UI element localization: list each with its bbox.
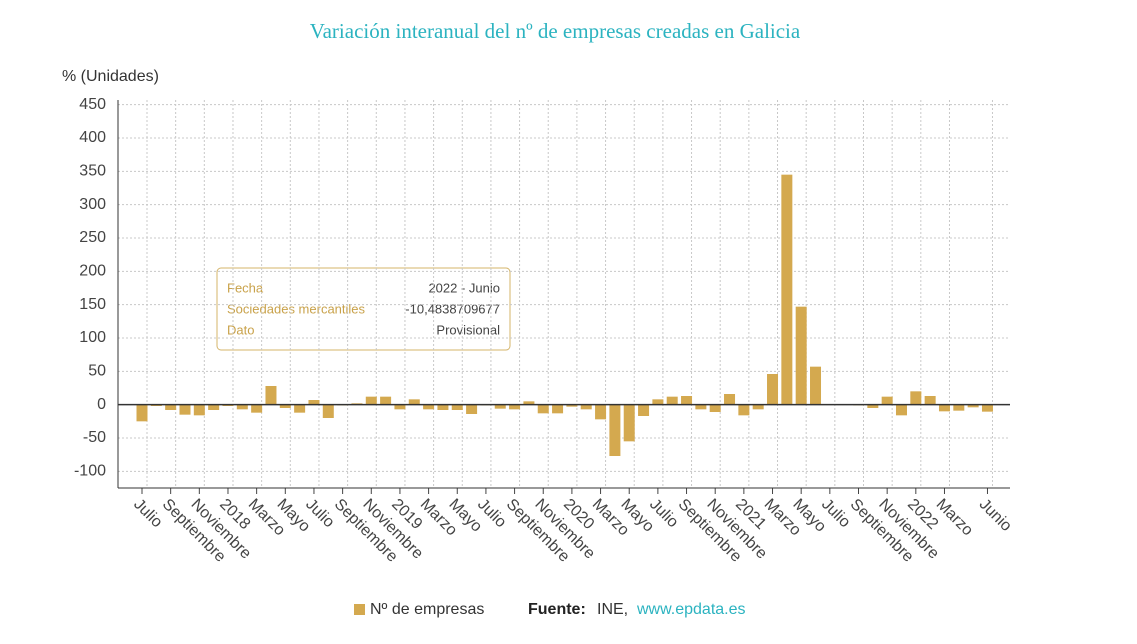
bar [566, 404, 578, 407]
bar [251, 404, 263, 413]
tooltip-key: Dato [227, 322, 254, 337]
y-tick-label: 0 [97, 396, 106, 413]
bar [265, 386, 277, 405]
bar [523, 401, 535, 405]
y-tick-label: -100 [74, 463, 106, 480]
x-tick-label: Junio [976, 496, 1015, 535]
bar [881, 396, 893, 405]
bar [394, 404, 406, 410]
bar [308, 400, 320, 405]
bar [236, 404, 248, 410]
bar [165, 404, 177, 410]
bar [967, 404, 979, 408]
tooltip-key: Fecha [227, 280, 264, 295]
bar [638, 404, 650, 416]
bar [609, 404, 621, 456]
y-tick-label: 400 [79, 129, 106, 146]
bar [895, 404, 907, 416]
bar [681, 396, 693, 405]
y-tick-label: 200 [79, 263, 106, 280]
bar [552, 404, 564, 414]
bar [867, 404, 879, 408]
bar [365, 396, 377, 405]
bar [437, 404, 449, 410]
bar [537, 404, 549, 414]
bar [193, 404, 205, 416]
source-text: INE, [597, 601, 628, 618]
chart-title: Variación interanual del nº de empresas … [310, 19, 801, 43]
bar [810, 366, 822, 405]
bar [724, 394, 736, 405]
bar [595, 404, 607, 420]
bar [322, 404, 334, 418]
source-link[interactable]: www.epdata.es [636, 601, 746, 618]
bar [695, 404, 707, 410]
bar [938, 404, 950, 412]
tooltip-value: 2022 - Junio [428, 280, 500, 295]
bar [924, 396, 936, 405]
bar [781, 174, 793, 405]
tooltip-key: Sociedades mercantiles [227, 301, 366, 316]
bar [408, 399, 420, 405]
x-tick-label: Julio [130, 496, 165, 531]
bar [752, 404, 764, 410]
y-tick-label: 300 [79, 196, 106, 213]
bar [380, 396, 392, 405]
bar [279, 404, 291, 408]
y-axis-label: % (Unidades) [62, 68, 159, 85]
bar [136, 404, 148, 422]
bar [767, 374, 779, 405]
bar [179, 404, 191, 415]
bar [208, 404, 220, 410]
y-tick-label: 250 [79, 229, 106, 246]
bar [451, 404, 463, 410]
tooltip-value: -10,4838709677 [405, 301, 500, 316]
bar [494, 404, 506, 409]
bar [795, 306, 807, 405]
bar [953, 404, 965, 411]
legend-swatch [354, 604, 365, 615]
bar [910, 391, 922, 405]
tooltip-value: Provisional [436, 322, 500, 337]
y-tick-label: 100 [79, 329, 106, 346]
source-label: Fuente: [528, 601, 586, 618]
y-tick-label: 50 [88, 363, 106, 380]
bar [294, 404, 306, 413]
bar [580, 404, 592, 410]
y-tick-label: -50 [83, 429, 106, 446]
y-tick-label: 450 [79, 96, 106, 113]
bar [509, 404, 521, 410]
bar [423, 404, 435, 410]
bar [652, 399, 664, 405]
bar [466, 404, 478, 414]
bar [738, 404, 750, 416]
legend-label: Nº de empresas [370, 601, 484, 618]
bar [666, 396, 678, 405]
bar [623, 404, 635, 442]
bar [981, 404, 993, 412]
y-tick-label: 150 [79, 296, 106, 313]
y-tick-label: 350 [79, 163, 106, 180]
bar [709, 404, 721, 412]
